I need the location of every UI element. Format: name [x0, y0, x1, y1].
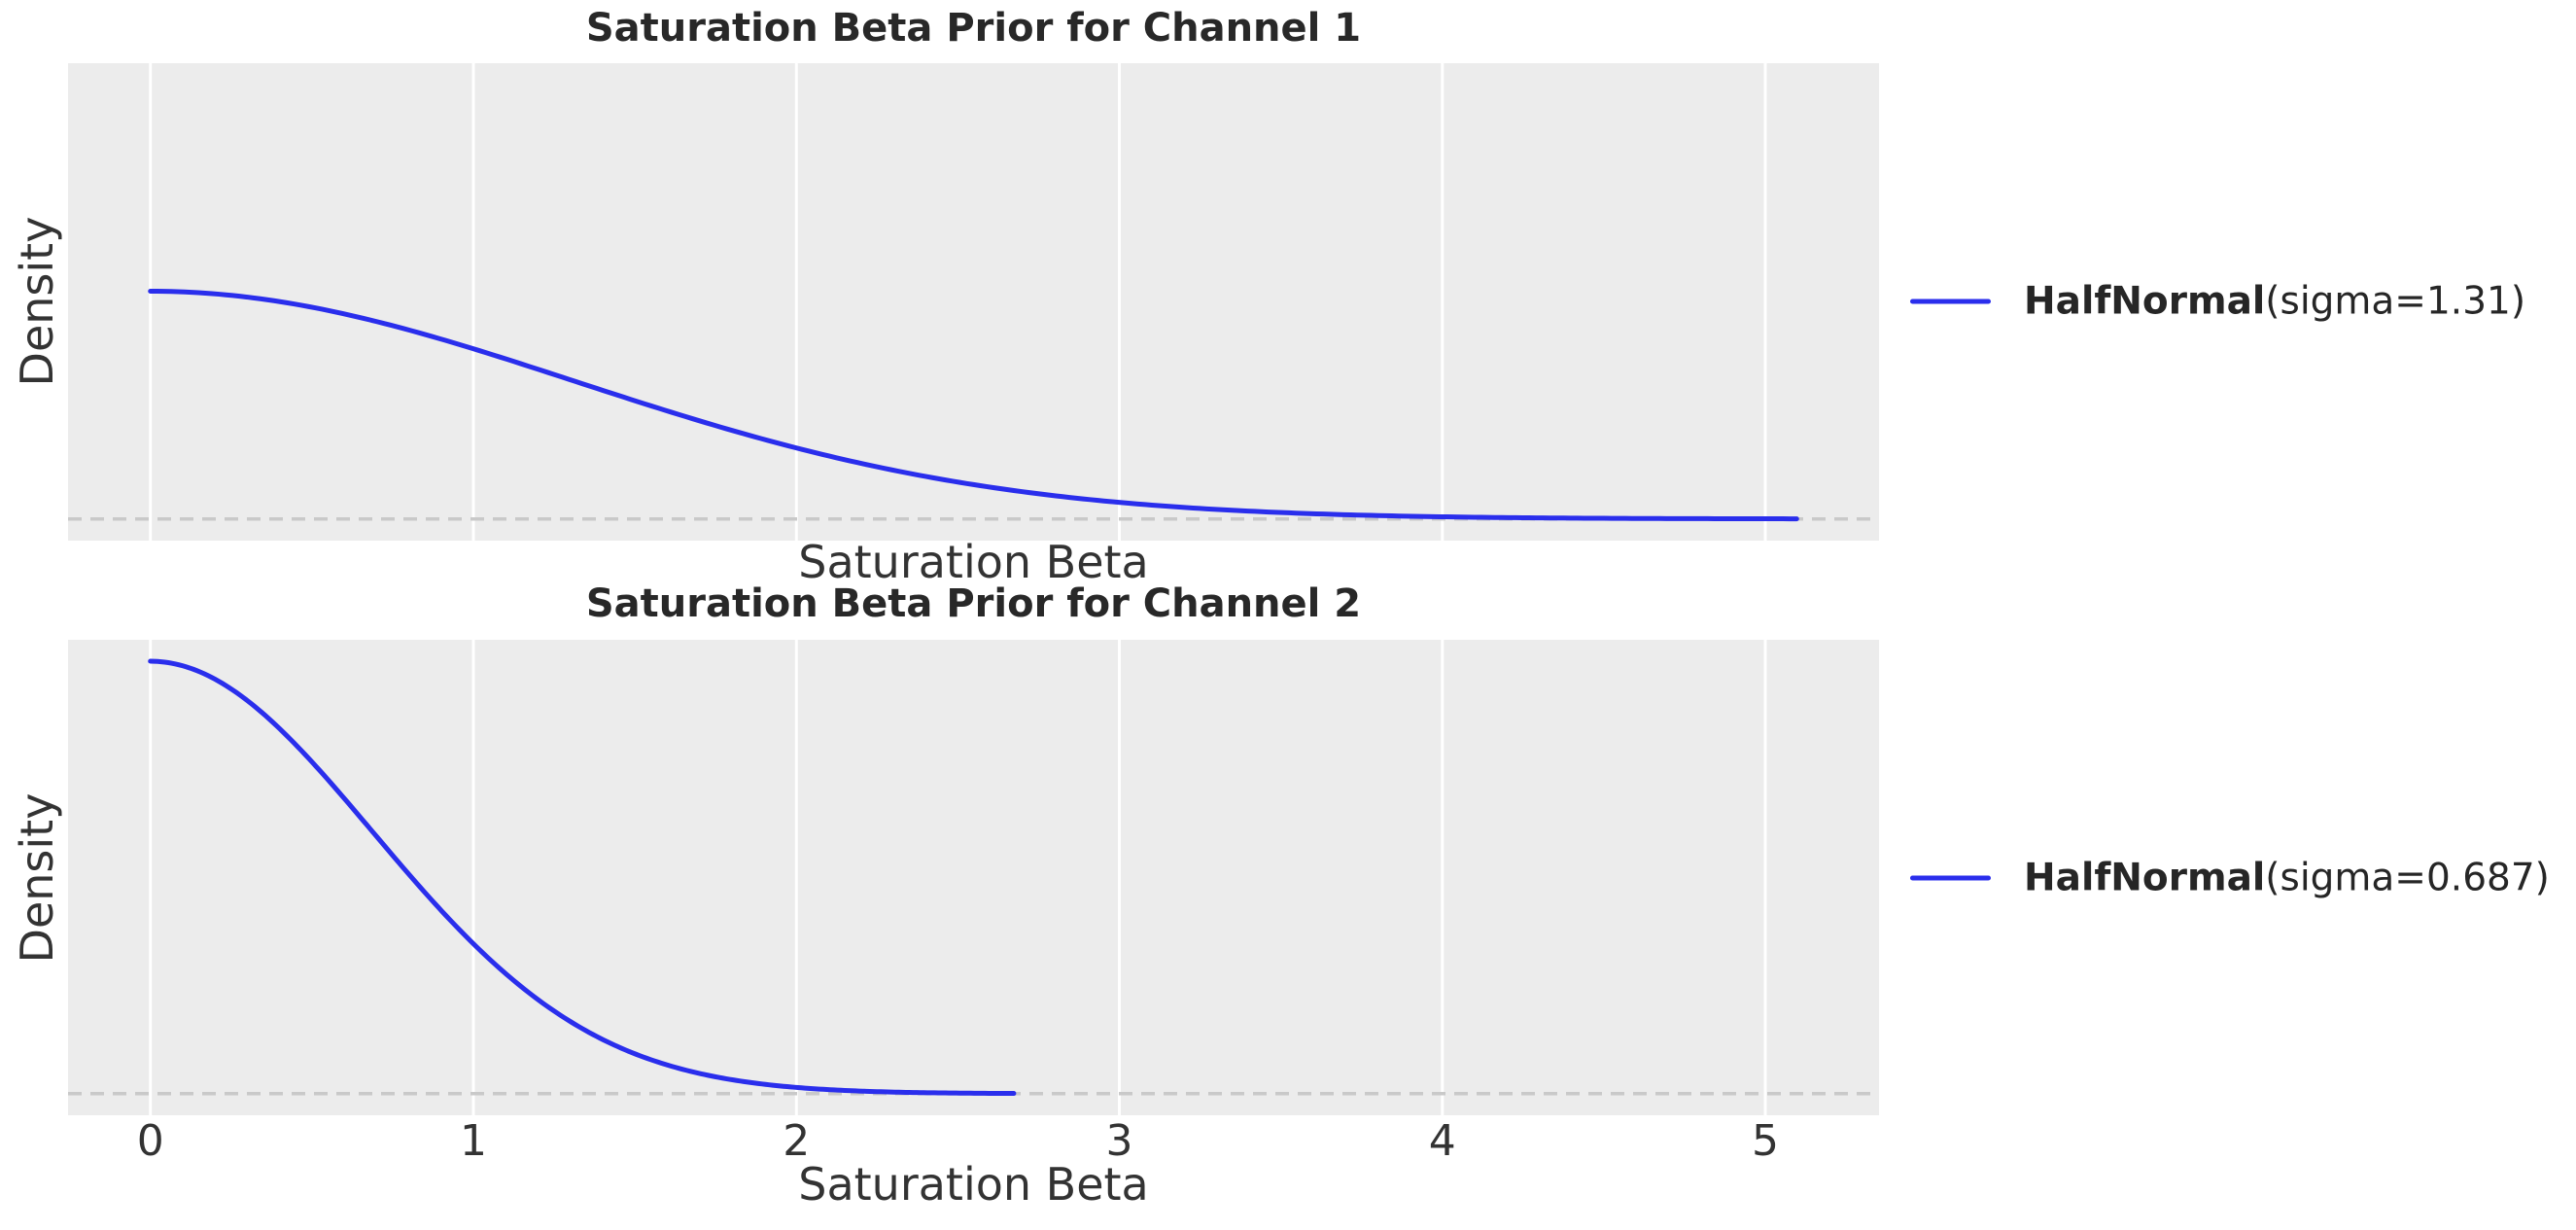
chart1-legend-line-sample	[1910, 299, 1991, 304]
x-tick-label: 5	[1752, 1116, 1780, 1166]
chart1-title: Saturation Beta Prior for Channel 1	[585, 6, 1362, 51]
chart2-y-axis-label: Density	[11, 792, 63, 964]
density-curve	[148, 289, 1799, 522]
chart2-legend-parameters: (sigma=0.687)	[2265, 856, 2550, 900]
x-tick-label: 2	[783, 1116, 811, 1166]
x-tick-label: 4	[1428, 1116, 1456, 1166]
chart2-title: Saturation Beta Prior for Channel 2	[585, 581, 1362, 626]
chart2-density-curve-svg	[68, 640, 1879, 1115]
chart1-plot-area	[68, 63, 1879, 541]
x-tick-label: 1	[459, 1116, 487, 1166]
chart2-legend: HalfNormal(sigma=0.687)	[1910, 860, 2550, 897]
chart2-legend-line-sample	[1910, 875, 1991, 881]
chart1-x-axis-label: Saturation Beta	[798, 536, 1149, 588]
chart1-y-axis-label: Density	[11, 216, 63, 387]
chart1-legend-label: HalfNormal(sigma=1.31)	[2024, 283, 2525, 321]
chart2-legend-distribution-name: HalfNormal	[2024, 856, 2266, 900]
chart1-legend-parameters: (sigma=1.31)	[2265, 279, 2526, 324]
chart1-density-curve-svg	[68, 63, 1879, 541]
chart1-legend-distribution-name: HalfNormal	[2024, 279, 2266, 324]
x-tick-label: 0	[136, 1116, 164, 1166]
chart2-legend-label: HalfNormal(sigma=0.687)	[2024, 860, 2550, 897]
x-tick-label: 3	[1105, 1116, 1133, 1166]
chart2-plot-area	[68, 640, 1879, 1115]
density-curve	[148, 658, 1017, 1097]
chart1-legend: HalfNormal(sigma=1.31)	[1910, 283, 2525, 321]
chart2-x-axis-label: Saturation Beta	[798, 1158, 1149, 1211]
